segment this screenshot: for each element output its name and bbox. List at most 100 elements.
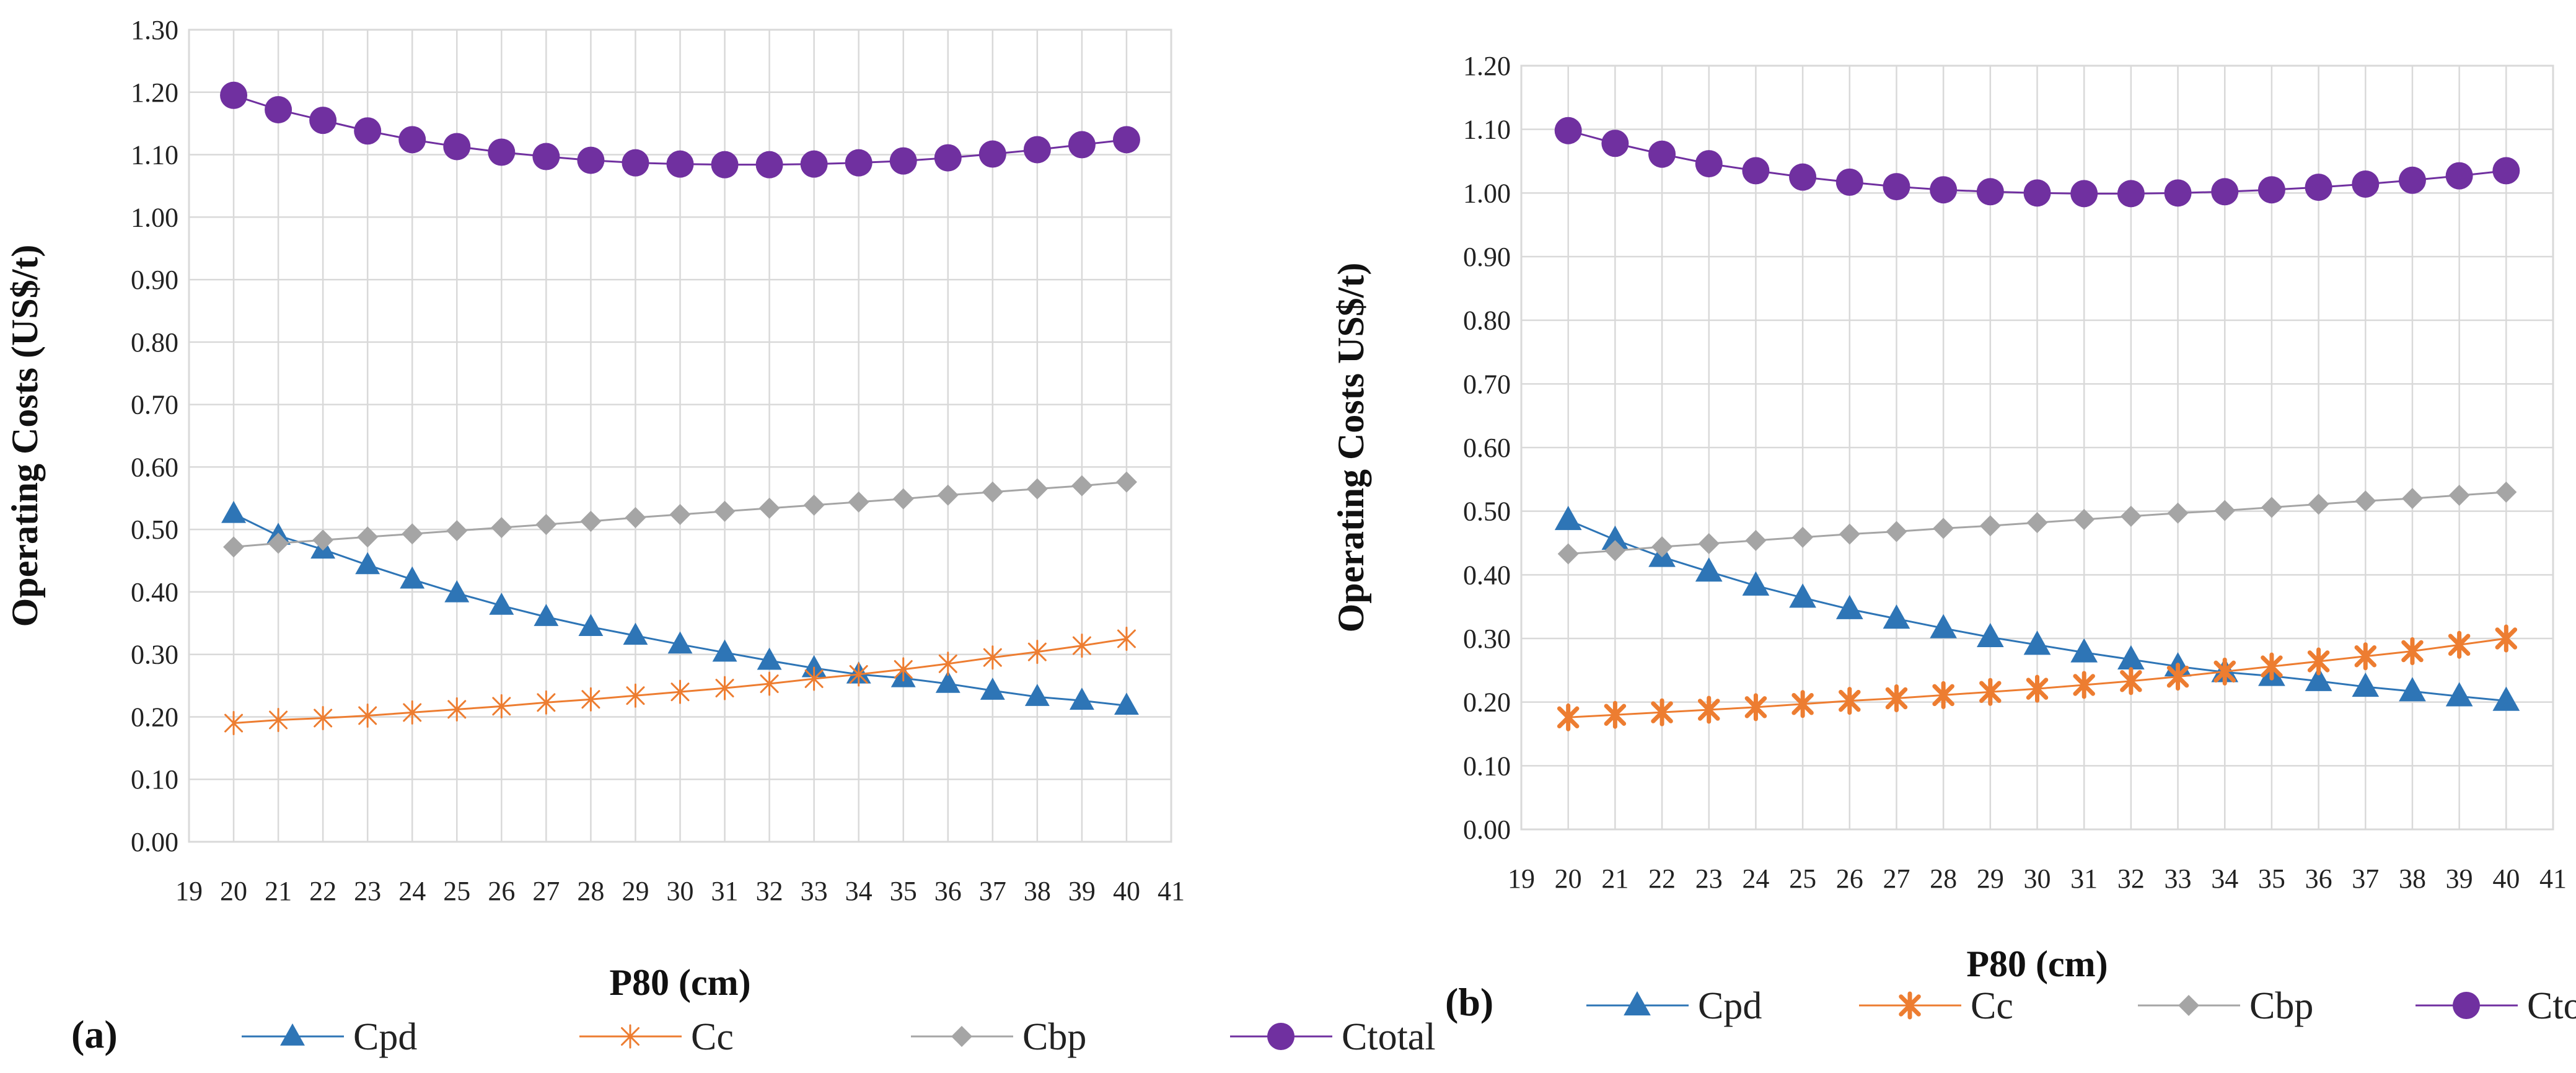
- data-point-cpd: [935, 671, 961, 693]
- x-tick-label: 23: [354, 876, 381, 906]
- data-point-ctotal: [2070, 180, 2098, 208]
- data-point-cc: [2261, 652, 2283, 681]
- data-point-cbp: [803, 494, 825, 516]
- data-point-ctotal: [1883, 173, 1910, 201]
- y-tick-label: 1.30: [131, 15, 178, 45]
- series-ctotal: [1554, 117, 2520, 208]
- data-point-cpd: [578, 614, 604, 637]
- data-point-ctotal: [2211, 178, 2239, 206]
- x-tick-label: 24: [398, 876, 426, 906]
- data-point-ctotal: [220, 81, 248, 109]
- data-point-ctotal: [1601, 130, 1629, 157]
- data-point-ctotal: [711, 151, 739, 179]
- data-point-cc: [1604, 700, 1627, 729]
- y-tick-label: 0.60: [131, 452, 178, 482]
- data-point-ctotal: [1554, 117, 1582, 144]
- legend-item-ctotal: Ctotal: [1230, 1016, 1436, 1058]
- data-point-cc: [403, 700, 422, 725]
- x-axis-title: P80 (cm): [1966, 943, 2108, 984]
- y-tick-label: 1.00: [1463, 178, 1511, 208]
- data-point-cc: [626, 683, 645, 708]
- data-point-cbp: [669, 503, 691, 525]
- data-point-cpd: [2305, 666, 2332, 691]
- y-tick-label: 0.10: [131, 764, 178, 795]
- data-point-cbp: [268, 532, 289, 554]
- y-tick-label: 1.10: [1463, 115, 1511, 145]
- data-point-cc: [938, 651, 957, 676]
- data-point-cpd: [1789, 583, 1816, 608]
- data-point-ctotal: [2164, 179, 2192, 207]
- data-point-ctotal: [532, 143, 560, 170]
- y-tick-label: 0.40: [131, 577, 178, 607]
- x-tick-label: 30: [667, 876, 694, 906]
- x-axis-title: P80 (cm): [609, 962, 750, 1003]
- data-point-cbp: [446, 520, 468, 542]
- data-point-cbp: [2448, 485, 2470, 506]
- x-tick-label: 28: [577, 876, 604, 906]
- data-point-cc: [1932, 681, 1954, 709]
- data-point-ctotal: [1695, 150, 1723, 178]
- data-point-cc: [894, 657, 913, 682]
- data-point-cc: [2166, 663, 2189, 691]
- data-point-cc: [2073, 671, 2095, 699]
- data-point-ctotal: [1930, 176, 1958, 204]
- data-point-cc: [224, 711, 244, 736]
- x-tick-label: 34: [845, 876, 873, 906]
- data-point-cbp: [2214, 500, 2236, 521]
- x-tick-label: 36: [2305, 863, 2332, 894]
- legend-label: Cc: [1971, 985, 2013, 1027]
- legend-item-cbp: Cbp: [2138, 985, 2313, 1027]
- x-tick-label: 34: [2211, 863, 2238, 894]
- data-point-ctotal: [1789, 163, 1817, 191]
- data-point-ctotal: [800, 150, 828, 178]
- data-point-cc: [670, 679, 690, 704]
- data-point-cpd: [712, 639, 737, 662]
- series-cbp: [223, 471, 1137, 558]
- x-tick-label: 41: [1158, 876, 1185, 906]
- panel-label: (a): [71, 1012, 118, 1056]
- x-tick-label: 30: [2024, 863, 2051, 894]
- data-point-cc: [849, 662, 868, 687]
- series-cc: [224, 627, 1136, 736]
- data-point-cbp: [758, 497, 780, 519]
- data-point-cbp: [223, 536, 245, 558]
- y-tick-label: 0.00: [1463, 815, 1511, 845]
- data-point-cbp: [1839, 523, 1860, 545]
- data-point-cbp: [1792, 526, 1814, 548]
- data-point-ctotal: [488, 138, 516, 166]
- y-tick-label: 0.00: [131, 827, 178, 857]
- data-point-cbp: [937, 484, 959, 506]
- data-point-cbp: [1557, 543, 1579, 565]
- data-point-ctotal: [2445, 162, 2473, 190]
- y-axis-title: Operating Costs US$/t): [1330, 263, 1371, 633]
- x-tick-label: 26: [488, 876, 515, 906]
- x-tick-label: 38: [2399, 863, 2426, 894]
- data-point-cbp: [580, 511, 602, 532]
- x-tick-label: 32: [756, 876, 783, 906]
- data-point-cpd: [1742, 571, 1770, 596]
- x-tick-label: 20: [220, 876, 247, 906]
- x-tick-label: 35: [2258, 863, 2285, 894]
- x-tick-label: 27: [1883, 863, 1910, 894]
- data-point-cpd: [1114, 692, 1139, 715]
- data-point-cbp: [1933, 518, 1954, 539]
- data-point-ctotal: [1742, 157, 1770, 185]
- data-point-cpd: [1601, 525, 1629, 550]
- x-tick-label: 19: [175, 876, 203, 906]
- x-tick-label: 41: [2539, 863, 2567, 894]
- data-point-ctotal: [1835, 168, 1863, 196]
- data-point-cc: [314, 705, 333, 730]
- data-point-cbp: [1698, 533, 1720, 555]
- data-point-cbp: [2026, 512, 2048, 534]
- y-tick-label: 0.90: [1463, 242, 1511, 272]
- data-point-ctotal: [2023, 179, 2051, 207]
- x-tick-label: 29: [622, 876, 649, 906]
- legend-label: Cbp: [2249, 985, 2313, 1027]
- legend-marker: [1624, 991, 1651, 1016]
- data-point-ctotal: [2492, 157, 2520, 185]
- data-point-cbp: [625, 507, 646, 529]
- legend-marker: [2178, 995, 2199, 1016]
- data-point-cc: [715, 676, 734, 700]
- data-point-cc: [1744, 693, 1767, 722]
- legend-label: Cpd: [353, 1016, 417, 1058]
